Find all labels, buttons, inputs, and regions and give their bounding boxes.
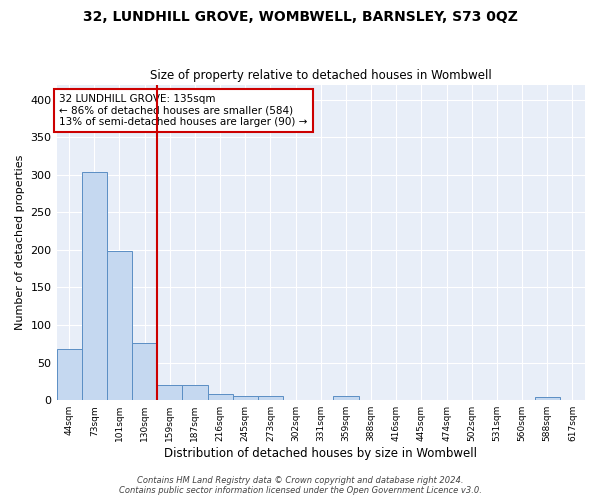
Title: Size of property relative to detached houses in Wombwell: Size of property relative to detached ho…	[150, 69, 491, 82]
Bar	[208, 394, 233, 400]
Bar	[132, 343, 157, 400]
Bar	[107, 250, 132, 400]
Text: 32, LUNDHILL GROVE, WOMBWELL, BARNSLEY, S73 0QZ: 32, LUNDHILL GROVE, WOMBWELL, BARNSLEY, …	[83, 10, 517, 24]
Bar	[56, 349, 82, 400]
Bar	[258, 396, 283, 400]
Text: 32 LUNDHILL GROVE: 135sqm
← 86% of detached houses are smaller (584)
13% of semi: 32 LUNDHILL GROVE: 135sqm ← 86% of detac…	[59, 94, 308, 127]
X-axis label: Distribution of detached houses by size in Wombwell: Distribution of detached houses by size …	[164, 447, 477, 460]
Y-axis label: Number of detached properties: Number of detached properties	[15, 154, 25, 330]
Text: Contains HM Land Registry data © Crown copyright and database right 2024.
Contai: Contains HM Land Registry data © Crown c…	[119, 476, 481, 495]
Bar	[334, 396, 359, 400]
Bar	[535, 397, 560, 400]
Bar	[157, 385, 182, 400]
Bar	[82, 172, 107, 400]
Bar	[182, 385, 208, 400]
Bar	[233, 396, 258, 400]
